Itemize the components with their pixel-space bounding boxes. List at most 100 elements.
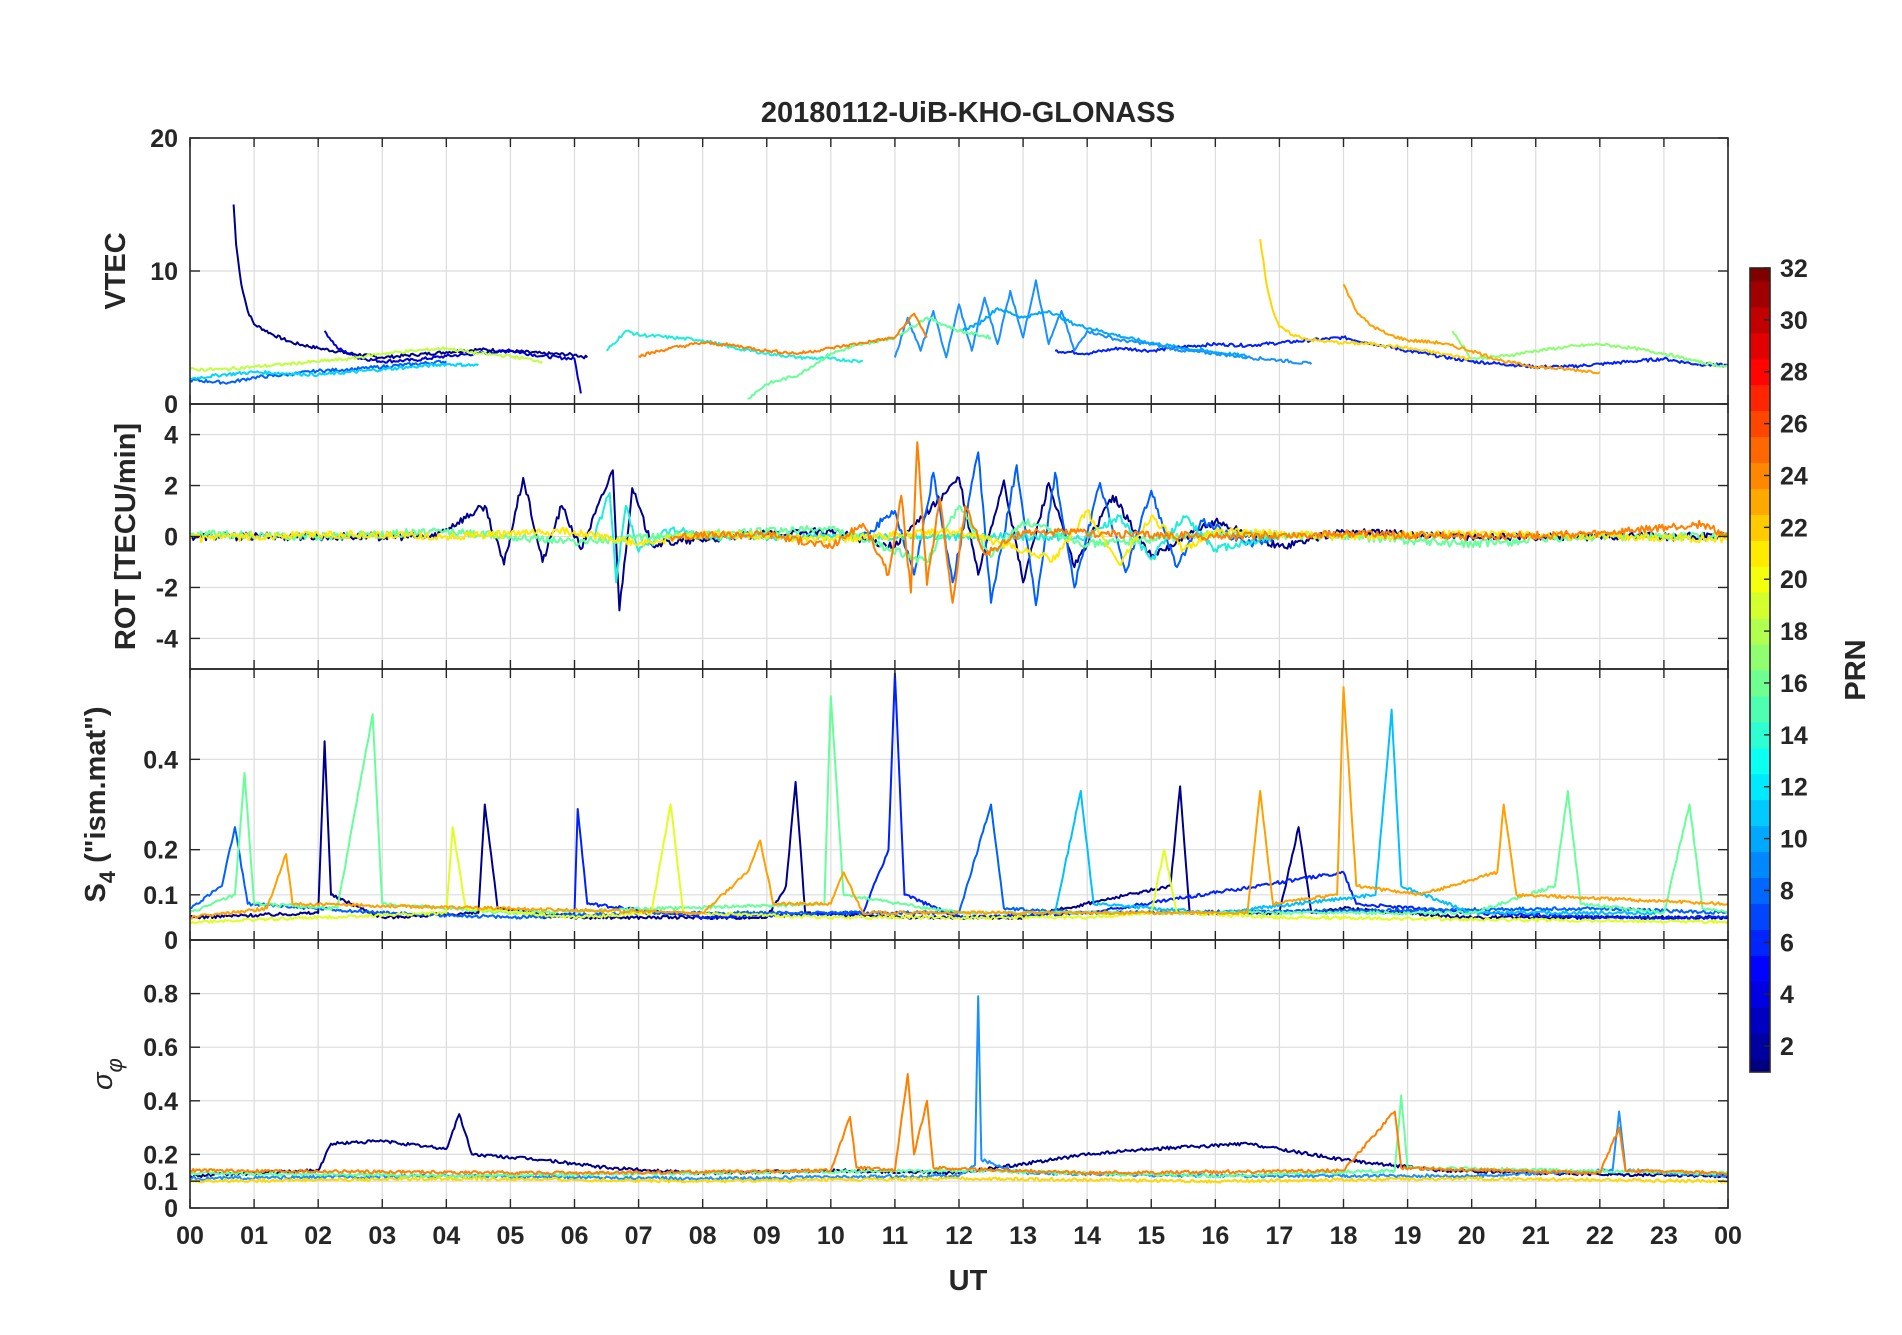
colorbar-segment: [1750, 436, 1770, 464]
colorbar-segment: [1750, 825, 1770, 853]
colorbar-segment: [1750, 540, 1770, 567]
x-tick-label: 09: [753, 1222, 781, 1250]
colorbar-segment: [1750, 618, 1770, 645]
x-tick-label: 01: [240, 1222, 268, 1250]
x-tick-label: 00: [176, 1222, 204, 1250]
x-tick-label: 18: [1330, 1222, 1358, 1250]
colorbar-segment: [1750, 955, 1770, 982]
y-label-main: S: [80, 883, 112, 902]
series-prn-16: [1451, 330, 1728, 368]
x-tick-label: 04: [432, 1222, 460, 1250]
panel-s4: 0 0.1 0.2 0.4 S4 ("ism.mat"): [80, 668, 1729, 955]
colorbar-segment: [1750, 929, 1770, 956]
colorbar-segment: [1750, 903, 1770, 930]
colorbar-segment: [1750, 773, 1770, 801]
colorbar-segment: [1750, 644, 1770, 671]
y-axis-label-vtec: VTEC: [100, 232, 132, 309]
colorbar-segment: [1750, 1033, 1770, 1060]
colorbar-segment: [1750, 358, 1770, 386]
colorbar-segment: [1750, 747, 1770, 775]
y-tick-label: 0.2: [143, 837, 178, 865]
colorbar-tick-label: 24: [1780, 462, 1808, 490]
x-tick-label: 12: [945, 1222, 973, 1250]
series-prn-8: [861, 451, 1281, 607]
colorbar-segment: [1750, 1007, 1770, 1034]
y-axis-label-s4: S4 ("ism.mat"): [80, 706, 120, 902]
colorbar-segment: [1750, 1059, 1770, 1073]
colorbar-tick-label: 14: [1780, 722, 1808, 750]
x-tick-label: 07: [625, 1222, 653, 1250]
colorbar-segment: [1750, 268, 1770, 282]
series-prn-12: [190, 362, 479, 380]
x-tick-label: 21: [1522, 1222, 1550, 1250]
panel-sigma_phi: 00.10.2 0.4 0.6 0.8 σφ: [87, 939, 1729, 1223]
colorbar-frame: [1749, 267, 1771, 1073]
colorbar-tick-label: 28: [1780, 359, 1808, 387]
colorbar-tick-label: 10: [1780, 826, 1808, 854]
x-tick-label: 22: [1586, 1222, 1614, 1250]
y-tick-label: 20: [150, 125, 178, 153]
series-prn-24: [669, 441, 1728, 604]
y-label-sub: 4: [95, 870, 120, 883]
y-tick-label: 10: [150, 258, 178, 286]
colorbar-segment: [1750, 981, 1770, 1008]
series-prn-13: [605, 329, 864, 364]
y-axis-label-rot: ROT [TECU/min]: [110, 423, 142, 650]
colorbar-tick-label: 20: [1780, 566, 1808, 594]
colorbar-segment: [1750, 306, 1770, 334]
colorbar-segment: [1750, 514, 1770, 541]
series-prn-23: [1342, 283, 1601, 375]
series-prn-21: [190, 1176, 1728, 1184]
x-axis-label: UT: [949, 1265, 988, 1297]
colorbar-tick-label: 12: [1780, 774, 1808, 802]
x-tick-label: 03: [368, 1222, 396, 1250]
y-tick-label: -4: [156, 625, 178, 653]
colorbar-tick-label: 4: [1780, 981, 1794, 1009]
colorbar-segment: [1750, 695, 1770, 723]
series-prn-19: [190, 803, 1728, 925]
colorbar-segment: [1750, 280, 1770, 308]
series-prn-18: [190, 346, 544, 372]
colorbar-tick-label: 2: [1780, 1033, 1794, 1061]
y-label-main: σ: [87, 1071, 119, 1090]
series-prn-5: [542, 672, 1728, 920]
series-prn-8: [190, 359, 447, 385]
chart-title: 20180112-UiB-KHO-GLONASS: [761, 97, 1175, 129]
panel-rot: -4 -2 0 2 4 ROT [TECU/min]: [110, 403, 1729, 670]
y-tick-label: 0: [164, 391, 178, 419]
colorbar-tick-label: 18: [1780, 618, 1808, 646]
colorbar-segment: [1750, 462, 1770, 489]
colorbar-tick-label: 32: [1780, 255, 1808, 283]
series-prn-15: [190, 504, 1728, 564]
x-tick-label: 11: [882, 1222, 909, 1250]
colorbar-segment: [1750, 488, 1770, 515]
y-tick-label: 0.6: [143, 1034, 178, 1062]
x-tick-label: 15: [1137, 1222, 1165, 1250]
series-prn-24: [638, 312, 928, 358]
series-prn-13: [592, 492, 1281, 584]
series-prn-24: [190, 1073, 1728, 1176]
y-tick-label: 0: [164, 524, 178, 552]
colorbar-tick-label: 16: [1780, 670, 1808, 698]
colorbar-segment: [1750, 410, 1770, 438]
colorbar-tick-label: 6: [1780, 929, 1794, 957]
colorbar-segment: [1750, 851, 1770, 878]
x-tick-label: 20: [1458, 1222, 1486, 1250]
x-tick-label: 16: [1201, 1222, 1229, 1250]
y-label-rest: ("ism.mat"): [80, 706, 112, 870]
y-tick-label: 0: [164, 1195, 178, 1223]
colorbar-segment: [1750, 670, 1770, 697]
series-prn-15: [747, 316, 992, 400]
y-tick-label: 0.8: [143, 981, 178, 1009]
series-prn-10: [958, 307, 1248, 358]
x-tick-label: 02: [304, 1222, 332, 1250]
series-prn-3: [323, 330, 582, 394]
x-tick-label: 06: [561, 1222, 589, 1250]
y-tick-label: 0.4: [143, 746, 178, 774]
y-tick-label: -2: [156, 574, 178, 602]
y-tick-label: 0.2: [143, 1141, 178, 1169]
x-tick-label: 13: [1009, 1222, 1037, 1250]
x-tick-label: 05: [497, 1222, 525, 1250]
